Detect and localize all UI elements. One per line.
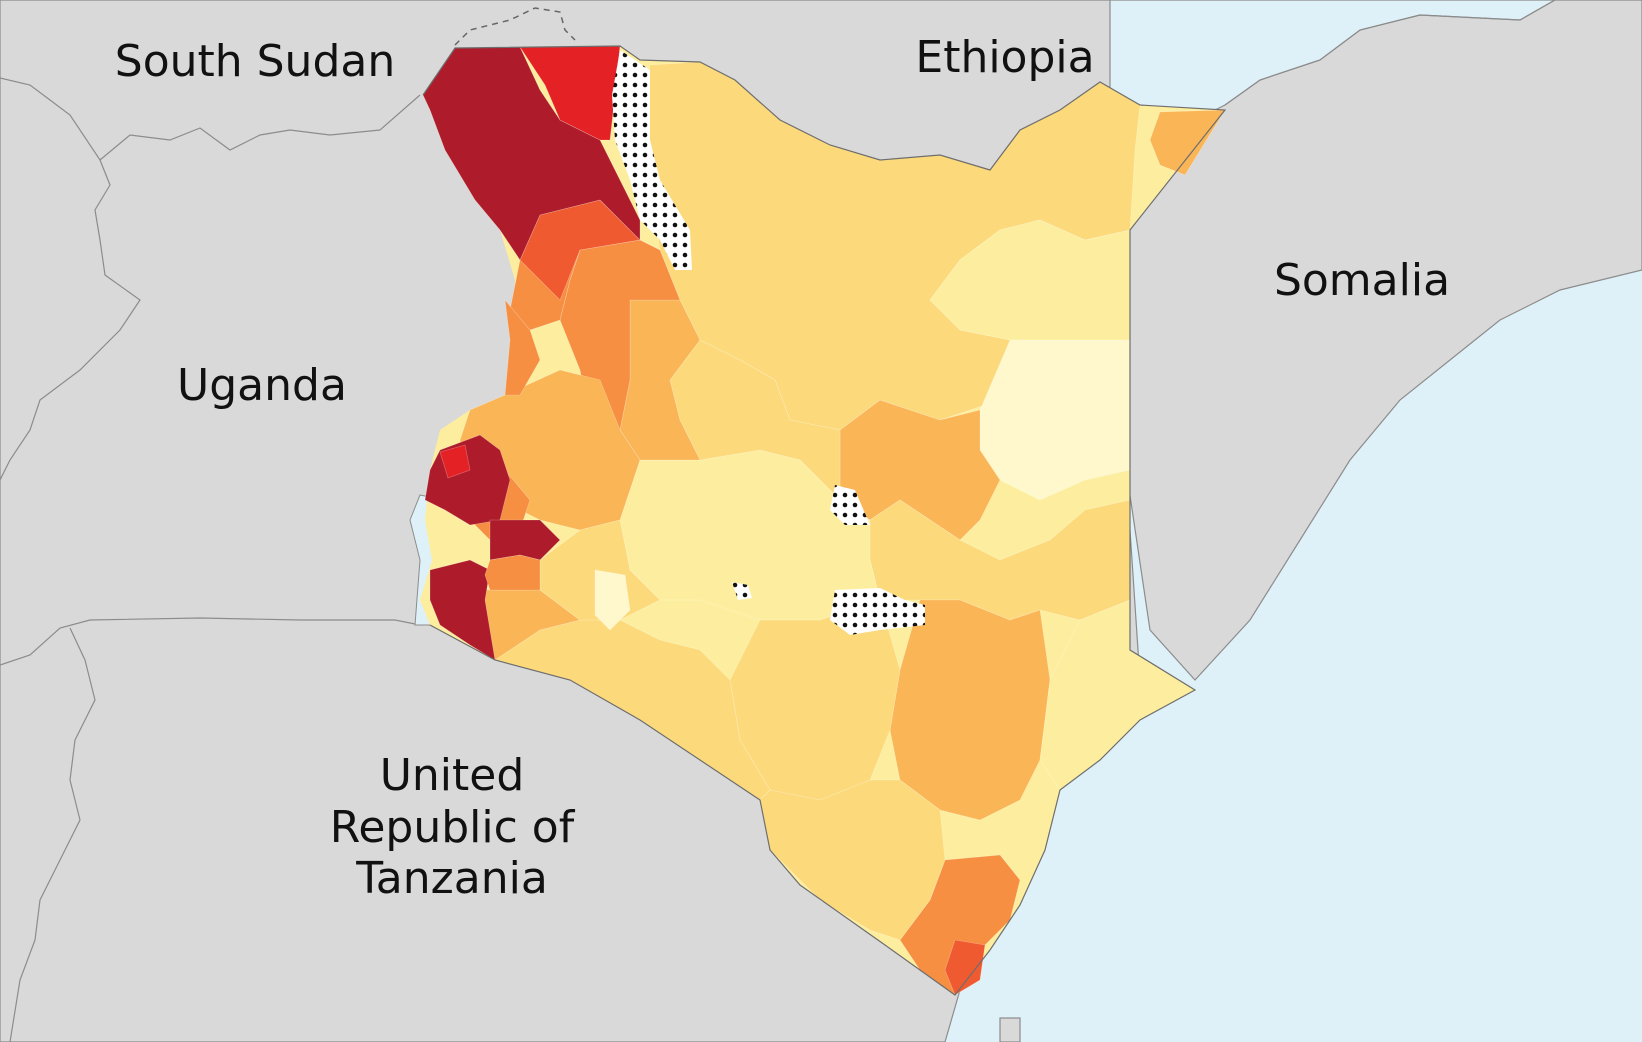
label-tanzania-line1: United xyxy=(380,750,525,801)
region-turkana xyxy=(422,46,641,261)
region-west-strip xyxy=(504,299,541,396)
border-uganda-west xyxy=(0,159,141,481)
border-southsudan-uganda xyxy=(0,77,421,161)
label-ethiopia: Ethiopia xyxy=(915,32,1094,83)
border-tanzania-north xyxy=(0,617,421,666)
label-somalia: Somalia xyxy=(1274,255,1450,306)
region-lake-victoria-north-red xyxy=(439,444,471,479)
no-data-central xyxy=(830,485,870,525)
no-data-ilemi xyxy=(612,50,692,270)
disputed-border-ilemi xyxy=(454,7,576,46)
border-ethiopia-somalia xyxy=(1224,0,1556,106)
region-light-spot xyxy=(594,569,631,631)
kenya-outline xyxy=(422,45,1227,996)
label-tanzania-line3: Tanzania xyxy=(355,853,548,904)
region-east-band xyxy=(929,219,1131,341)
no-data-aberdares xyxy=(732,582,752,600)
region-kisii xyxy=(484,554,541,591)
label-south-sudan: South Sudan xyxy=(115,36,395,87)
small-island xyxy=(999,1017,1021,1042)
label-tanzania-line2: Republic of xyxy=(330,802,576,853)
region-kwale-tip xyxy=(944,939,986,996)
region-mandera xyxy=(1149,109,1226,176)
no-data-mt-kenya xyxy=(830,588,925,635)
region-turkana-north xyxy=(519,45,621,141)
border-tanzania-west xyxy=(9,627,96,1042)
region-tana-river xyxy=(889,599,1051,821)
label-uganda: Uganda xyxy=(177,360,347,411)
